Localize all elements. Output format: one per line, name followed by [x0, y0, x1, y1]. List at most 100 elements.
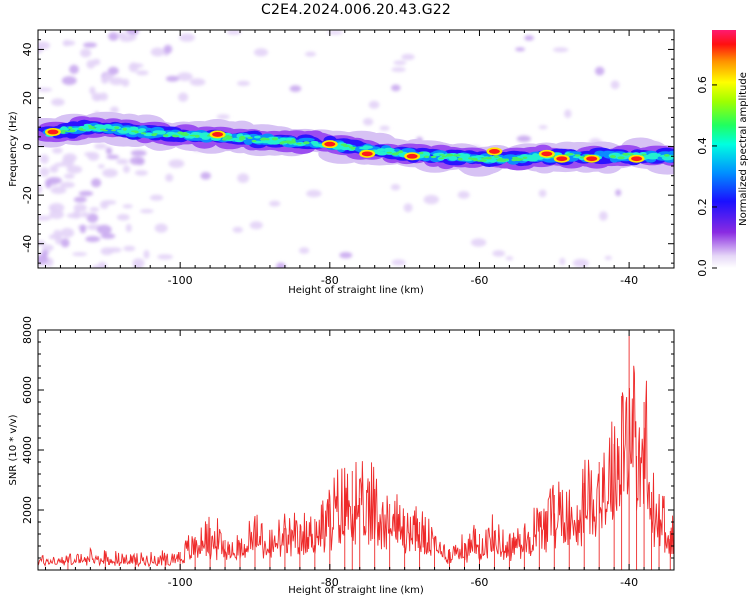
noise-blob [60, 238, 70, 248]
noise-blob [50, 206, 57, 212]
noise-blob [91, 178, 102, 188]
peak-core [47, 129, 59, 135]
noise-blob [100, 247, 114, 256]
noise-blob [304, 51, 317, 57]
ridge-blob [311, 141, 319, 146]
noise-blob [516, 135, 532, 143]
noise-blob [69, 64, 79, 74]
ridge-blob [140, 132, 146, 135]
noise-blob [165, 173, 174, 182]
x-tick-label: -80 [321, 274, 339, 287]
ridge-blob [652, 153, 661, 157]
ridge-blob [453, 154, 461, 157]
noise-blob [130, 150, 147, 157]
noise-blob [595, 66, 605, 76]
noise-blob [492, 250, 506, 257]
noise-blob [51, 98, 65, 106]
ridge-blob [151, 133, 157, 137]
noise-blob [53, 229, 62, 240]
noise-blob [179, 33, 195, 42]
ridge-blob [522, 156, 528, 159]
ridge-blob [91, 127, 97, 130]
ridge-blob [284, 140, 292, 144]
noise-blob [101, 76, 109, 84]
noise-blob [80, 48, 92, 58]
noise-blob [83, 42, 97, 48]
noise-blob [38, 240, 46, 246]
noise-blob [73, 196, 87, 203]
noise-blob [50, 186, 67, 194]
ridge-blob [254, 135, 261, 139]
peak-core [586, 156, 598, 162]
colorbar-ticks: 0.0 0.2 0.4 0.6 [696, 76, 717, 277]
snr-trace [38, 365, 674, 568]
peak-core [541, 151, 553, 157]
ridge-blob [350, 147, 356, 150]
ridge-blob [629, 153, 634, 156]
noise-blob [61, 157, 75, 168]
noise-blob [126, 30, 139, 35]
colorbar-tick-label: 0.2 [696, 198, 709, 216]
x-tick-label: -100 [168, 274, 193, 287]
ridge-blob [303, 141, 310, 145]
noise-blob [559, 257, 566, 266]
ridge-blob [60, 129, 67, 132]
noise-blob [38, 43, 43, 54]
noise-blob [143, 249, 150, 259]
heatmap-frame [37, 29, 675, 269]
noise-blob [423, 194, 439, 205]
y-tick-label: 8000 [21, 316, 34, 344]
ridge-blob [138, 128, 147, 132]
ridge-blob [200, 132, 210, 136]
peak-core [488, 149, 500, 154]
peak-core [324, 141, 336, 147]
noise-blob [457, 191, 470, 199]
noise-blob [100, 233, 116, 239]
ridge-blob [114, 126, 120, 129]
noise-blob [132, 258, 145, 268]
noise-blob [66, 165, 83, 174]
ridge-blob [111, 129, 116, 132]
noise-blob [538, 189, 547, 198]
ridge-blob [462, 154, 469, 159]
ridge-blob [494, 155, 500, 159]
noise-blob [470, 238, 487, 247]
ridge-blob [68, 126, 73, 130]
noise-blob [178, 92, 189, 102]
noise-blob [62, 39, 71, 47]
noise-blob [116, 158, 129, 165]
noise-blob [60, 227, 75, 238]
heatmap-axes: -100 -80 -60 -40 -40 -20 0 20 40 [21, 30, 675, 287]
y-tick-label: 0 [21, 143, 34, 150]
ridge-blob [496, 159, 502, 162]
y-tick-label: -40 [21, 235, 34, 253]
ridge-blob [359, 146, 370, 150]
noise-blob [38, 254, 49, 264]
ridge-blob [206, 135, 211, 137]
ridge-blob [61, 131, 66, 134]
y-tick-label: 20 [21, 91, 34, 105]
y-tick-label: 40 [21, 42, 34, 56]
noise-blob [379, 125, 390, 131]
ridge-blob [99, 128, 106, 131]
noise-blob [604, 255, 612, 260]
noise-blob [150, 47, 165, 57]
noise-blob [298, 247, 310, 254]
ridge-blob [78, 127, 83, 131]
noise-blob [505, 256, 514, 261]
snr-axes: -100 -80 -60 -40 2000 4000 6000 8000 [21, 316, 675, 589]
ridge-blob [340, 143, 347, 146]
noise-blob [52, 147, 63, 154]
noise-blob [189, 78, 206, 86]
noise-blob [38, 184, 43, 194]
noise-blob [89, 86, 96, 95]
noise-blob [552, 47, 569, 53]
ridge-blob [445, 155, 451, 157]
ridge-blob [622, 152, 630, 156]
noise-blob [401, 53, 415, 61]
ridge-blob [189, 134, 198, 137]
ridge-blob [430, 155, 437, 159]
ridge-blob [134, 130, 139, 134]
noise-blob [306, 189, 322, 198]
ridge-blob [106, 125, 114, 129]
